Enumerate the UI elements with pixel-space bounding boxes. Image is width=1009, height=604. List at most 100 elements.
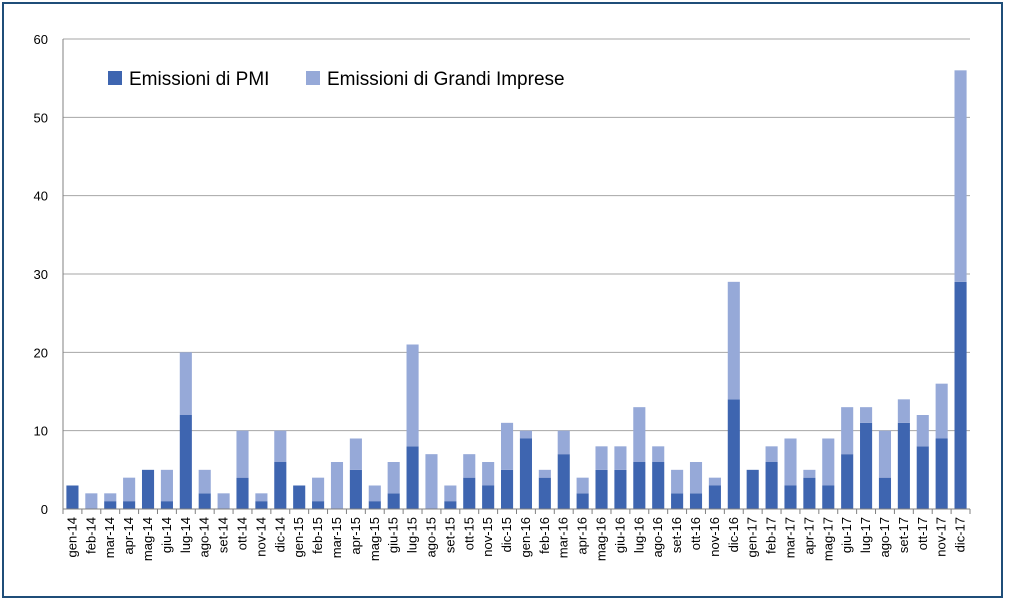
- bar-grandi-imprese: [330, 462, 344, 509]
- y-tick-label: 20: [34, 345, 48, 360]
- bar-grandi-imprese: [614, 446, 627, 470]
- x-tick-label: giu-16: [612, 517, 627, 553]
- bar-grandi-imprese: [576, 477, 589, 494]
- bar-pmi: [312, 501, 325, 509]
- bar-grandi-imprese: [633, 407, 646, 462]
- bar-pmi: [954, 281, 967, 509]
- x-tick-label: ott-16: [688, 517, 703, 550]
- x-tick-label: mar-14: [102, 517, 117, 558]
- bar-grandi-imprese: [217, 493, 230, 509]
- x-tick-label: apr-14: [121, 517, 136, 555]
- bar-pmi: [746, 469, 759, 509]
- x-tick-label: apr-17: [801, 517, 816, 555]
- x-tick-label: ago-14: [197, 517, 212, 557]
- bar-grandi-imprese: [425, 454, 438, 509]
- bar-grandi-imprese: [312, 477, 325, 502]
- y-tick-label: 50: [34, 110, 48, 125]
- bar-pmi: [179, 415, 192, 509]
- bar-pmi: [349, 469, 362, 509]
- x-tick-label: nov-14: [253, 517, 268, 557]
- x-tick-label: dic-14: [272, 517, 287, 552]
- bars: [66, 70, 967, 509]
- bar-grandi-imprese: [765, 446, 778, 462]
- x-tick-label: lug-17: [858, 517, 873, 553]
- bar-pmi: [595, 469, 608, 509]
- bar-grandi-imprese: [671, 469, 684, 494]
- bar-grandi-imprese: [123, 477, 136, 502]
- bar-grandi-imprese: [255, 493, 268, 502]
- x-tick-label: mar-17: [782, 517, 797, 558]
- x-tick-label: mag-16: [594, 517, 609, 561]
- x-tick-label: mag-15: [367, 517, 382, 561]
- x-tick-label: lug-14: [178, 517, 193, 553]
- bar-pmi: [689, 493, 703, 509]
- y-tick-label: 40: [34, 189, 48, 204]
- bar-grandi-imprese: [652, 446, 665, 462]
- x-tick-label: dic-17: [953, 517, 968, 552]
- bar-pmi: [841, 454, 854, 509]
- legend: Emissioni di PMI Emissioni di Grandi Imp…: [108, 69, 565, 90]
- bar-pmi: [557, 454, 570, 509]
- bar-grandi-imprese: [897, 399, 910, 423]
- bar-grandi-imprese: [708, 477, 721, 486]
- bar-grandi-imprese: [387, 462, 400, 494]
- bar-grandi-imprese: [595, 446, 608, 470]
- x-tick-label: mar-15: [329, 517, 344, 558]
- bar-grandi-imprese: [444, 485, 457, 502]
- x-tick-label: set-14: [216, 517, 231, 553]
- bar-grandi-imprese: [274, 430, 287, 462]
- bar-grandi-imprese: [85, 493, 98, 509]
- bar-grandi-imprese: [822, 438, 835, 486]
- bar-pmi: [66, 485, 79, 509]
- x-tick-label: feb-14: [83, 517, 98, 554]
- x-tick-label: mag-17: [820, 517, 835, 561]
- bar-grandi-imprese: [519, 430, 532, 439]
- x-tick-label: lug-15: [405, 517, 420, 553]
- x-tick-label: ago-15: [423, 517, 438, 557]
- x-tick-label: feb-16: [537, 517, 552, 554]
- x-tick-label: ago-16: [650, 517, 665, 557]
- x-tick-label: giu-15: [386, 517, 401, 553]
- x-tick-label: apr-16: [575, 517, 590, 555]
- y-tick-label: 10: [34, 424, 48, 439]
- bar-grandi-imprese: [236, 430, 249, 478]
- bar-grandi-imprese: [727, 281, 740, 400]
- legend-label-pmi: Emissioni di PMI: [129, 69, 269, 90]
- y-tick-label: 30: [34, 267, 48, 282]
- x-tick-label: lug-16: [631, 517, 646, 553]
- x-tick-label: mar-16: [556, 517, 571, 558]
- x-tick-label: dic-16: [726, 517, 741, 552]
- x-tick-label: ott-14: [235, 517, 250, 550]
- y-tick-label: 0: [41, 502, 48, 517]
- bar-grandi-imprese: [463, 454, 476, 478]
- bar-pmi: [727, 399, 740, 509]
- bar-pmi: [671, 493, 684, 509]
- bar-pmi: [123, 501, 136, 509]
- bar-grandi-imprese: [557, 430, 570, 455]
- bar-pmi: [387, 493, 400, 509]
- x-tick-label: gen-17: [745, 517, 760, 557]
- bar-pmi: [708, 485, 721, 509]
- bar-pmi: [482, 485, 495, 509]
- bar-pmi: [198, 493, 211, 509]
- x-tick-label: giu-14: [159, 517, 174, 553]
- x-tick-label: nov-15: [480, 517, 495, 557]
- bar-grandi-imprese: [349, 438, 362, 470]
- bar-grandi-imprese: [803, 469, 816, 478]
- x-tick-label: feb-15: [310, 517, 325, 554]
- bar-pmi: [652, 462, 665, 509]
- bar-pmi: [463, 477, 476, 509]
- bar-pmi: [255, 501, 268, 509]
- bar-pmi: [104, 501, 117, 509]
- x-tick-label: mag-14: [140, 517, 155, 561]
- bar-grandi-imprese: [784, 438, 797, 486]
- bar-pmi: [444, 501, 457, 509]
- bar-grandi-imprese: [689, 462, 703, 494]
- bar-pmi: [822, 485, 835, 509]
- bar-pmi: [878, 477, 892, 509]
- x-tick-label: set-17: [896, 517, 911, 553]
- bar-pmi: [236, 477, 249, 509]
- x-tick-label: apr-15: [348, 517, 363, 555]
- legend-swatch-pmi: [108, 71, 122, 85]
- bar-pmi: [916, 446, 929, 509]
